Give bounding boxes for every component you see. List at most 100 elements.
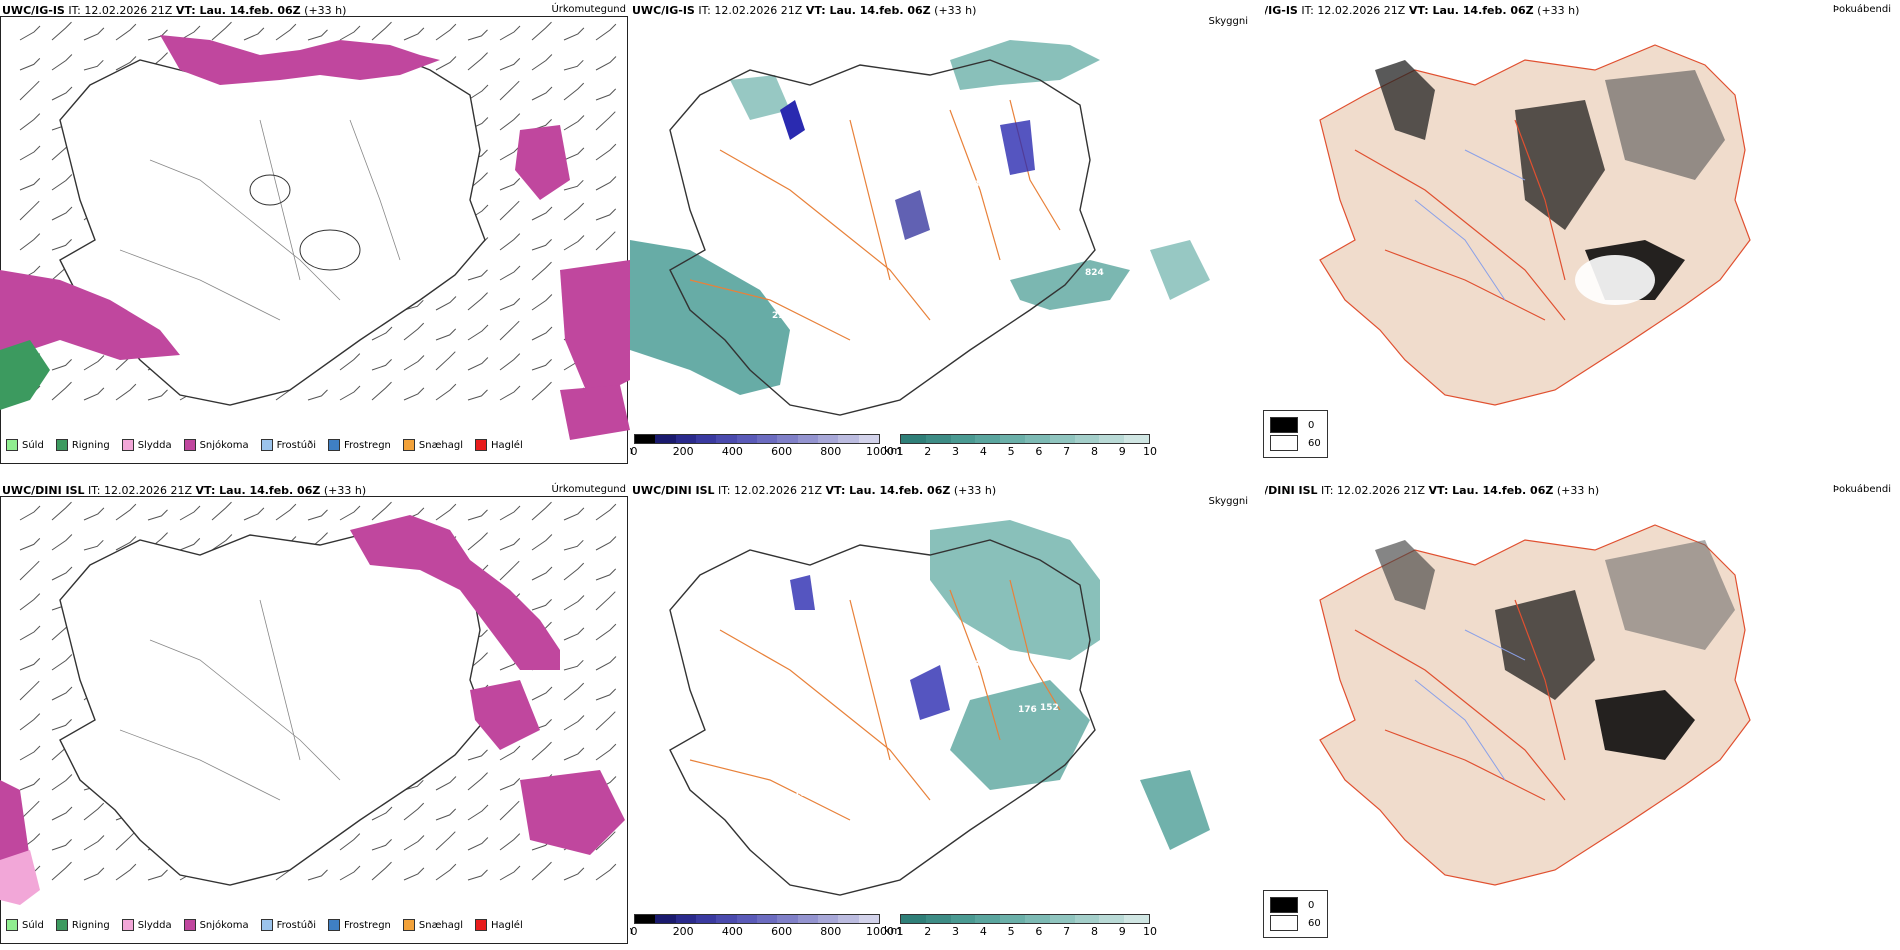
visibility-colorbar: 1 2 3 4 5 6 7 8 9 10 km — [884, 914, 1157, 939]
legend-swatch — [183, 439, 196, 451]
roads — [1354, 119, 1566, 321]
colorbar-segment — [1000, 435, 1025, 443]
wind-barb — [19, 745, 41, 761]
colorbar-tick-label: 1 — [896, 925, 904, 938]
legend-swatch — [183, 919, 196, 931]
colorbar-segment — [675, 435, 696, 443]
wind-barb — [371, 359, 392, 371]
wind-barb — [115, 831, 136, 851]
wind-barb — [531, 566, 553, 581]
wind-barb — [499, 25, 521, 41]
cloud-base-area — [1000, 120, 1035, 175]
snow-area — [0, 270, 180, 360]
wind-barb — [467, 869, 488, 881]
colorbar-segment — [950, 435, 976, 443]
wind-barb — [563, 747, 585, 761]
legend-label: Haglél — [491, 919, 523, 931]
panel-header: UWC/DINI ISL IT: 12.02.2026 21Z VT: Lau.… — [2, 484, 367, 497]
height-unit: m — [630, 924, 633, 937]
wind-barb — [339, 865, 361, 881]
wind-barb — [595, 143, 617, 161]
colorbar-segment — [975, 435, 1001, 443]
panel-header: UWC/IG-IS IT: 12.02.2026 21Z VT: Lau. 14… — [2, 4, 347, 17]
legend-swatch — [402, 919, 415, 931]
colorbar-tick-label: 1 — [896, 445, 904, 458]
wind-barb — [19, 178, 41, 191]
legend-swatch — [328, 919, 340, 931]
wind-barb — [467, 509, 488, 521]
cloud-base-value: 983 — [750, 53, 769, 63]
colorbar-tick-label: 6 — [1035, 445, 1043, 458]
fog-legend: 0 60 — [1263, 410, 1328, 458]
wind-barb — [307, 869, 328, 881]
colorbar-tick-label: 9 — [1118, 445, 1126, 458]
wind-barb — [563, 867, 585, 881]
wind-barb — [51, 774, 73, 791]
wind-barb — [403, 27, 425, 41]
colorbar-segment — [695, 915, 717, 923]
wind-barb — [147, 869, 168, 881]
legend-label: Slydda — [137, 439, 172, 451]
precip-legend-item: Snjókoma — [183, 439, 249, 451]
wind-barb — [179, 505, 201, 521]
wind-barb — [467, 749, 488, 761]
precip-type-panel-igis: UWC/IG-IS IT: 12.02.2026 21Z VT: Lau. 14… — [0, 0, 630, 470]
precip-legend-item: Frostúði — [260, 439, 316, 451]
legend-label: Rigning — [71, 439, 110, 451]
precip-legend: Súld Rigning Slydda Snjókoma Frostúði Frostre… — [6, 919, 523, 931]
wind-barb — [531, 599, 552, 611]
colorbar-tick-label: 400 — [721, 445, 743, 458]
wind-barb — [51, 54, 73, 71]
wind-barb — [339, 505, 361, 521]
colorbar-tick-label: 0 — [630, 925, 638, 938]
wind-barb — [19, 560, 40, 581]
cloud-base-value: 356 — [951, 662, 970, 672]
wind-barb — [19, 713, 41, 731]
colorbar-segment — [838, 435, 859, 443]
snow-area — [560, 260, 630, 400]
cloud-base-panel-igis: 983 376 601 16 449 824 233 208 555 847 UWC/IG-IS … — [630, 0, 1260, 470]
wind-barb — [115, 383, 137, 401]
wind-barb — [595, 503, 617, 521]
wind-barb — [83, 867, 105, 881]
legend-label: Frostregn — [344, 439, 391, 451]
colorbar-tick-label: 8 — [1090, 925, 1098, 938]
sleet-area — [0, 850, 40, 905]
wind-barb — [307, 389, 328, 401]
wind-barb — [19, 800, 40, 821]
wind-barb — [403, 867, 425, 881]
wind-barb — [19, 145, 41, 161]
wind-barb — [595, 231, 616, 251]
legend-swatch — [6, 439, 18, 451]
wind-barb — [595, 591, 616, 611]
colorbar-segment — [756, 915, 778, 923]
wind-barb — [51, 566, 73, 581]
wind-barb — [51, 86, 73, 101]
cloud-base-value: 204 — [817, 576, 836, 586]
panel-title: Skyggni — [1208, 496, 1248, 507]
roads — [689, 99, 1061, 341]
legend-swatch — [402, 439, 415, 451]
colorbar-tick-label: 600 — [771, 445, 793, 458]
wind-barb — [435, 296, 457, 311]
wind-barb — [467, 357, 489, 371]
colorbar-segment — [925, 435, 951, 443]
wind-barb — [19, 680, 40, 701]
map-frame — [0, 496, 628, 944]
wind-barb — [499, 353, 521, 371]
wind-barb — [403, 835, 425, 851]
colorbar-tick-label: 7 — [1063, 445, 1071, 458]
wind-barb — [83, 539, 104, 551]
cloud-base-value: 152 — [1040, 703, 1059, 713]
colorbar-tick-label: 8 — [1090, 445, 1098, 458]
wind-barb — [595, 831, 616, 851]
wind-barb — [51, 174, 73, 191]
wind-barb — [531, 326, 553, 341]
cloud-base-panel-dini: 567 204 654 356 176 898 395 970 378 574 152 570 184 2… — [630, 480, 1260, 950]
wind-barb — [19, 200, 40, 221]
cloud-base-area — [895, 190, 930, 240]
wind-barb — [435, 863, 457, 881]
legend-label: Frostúði — [276, 439, 316, 451]
colorbar-tick-label: 3 — [952, 445, 960, 458]
wind-barb — [19, 538, 41, 551]
